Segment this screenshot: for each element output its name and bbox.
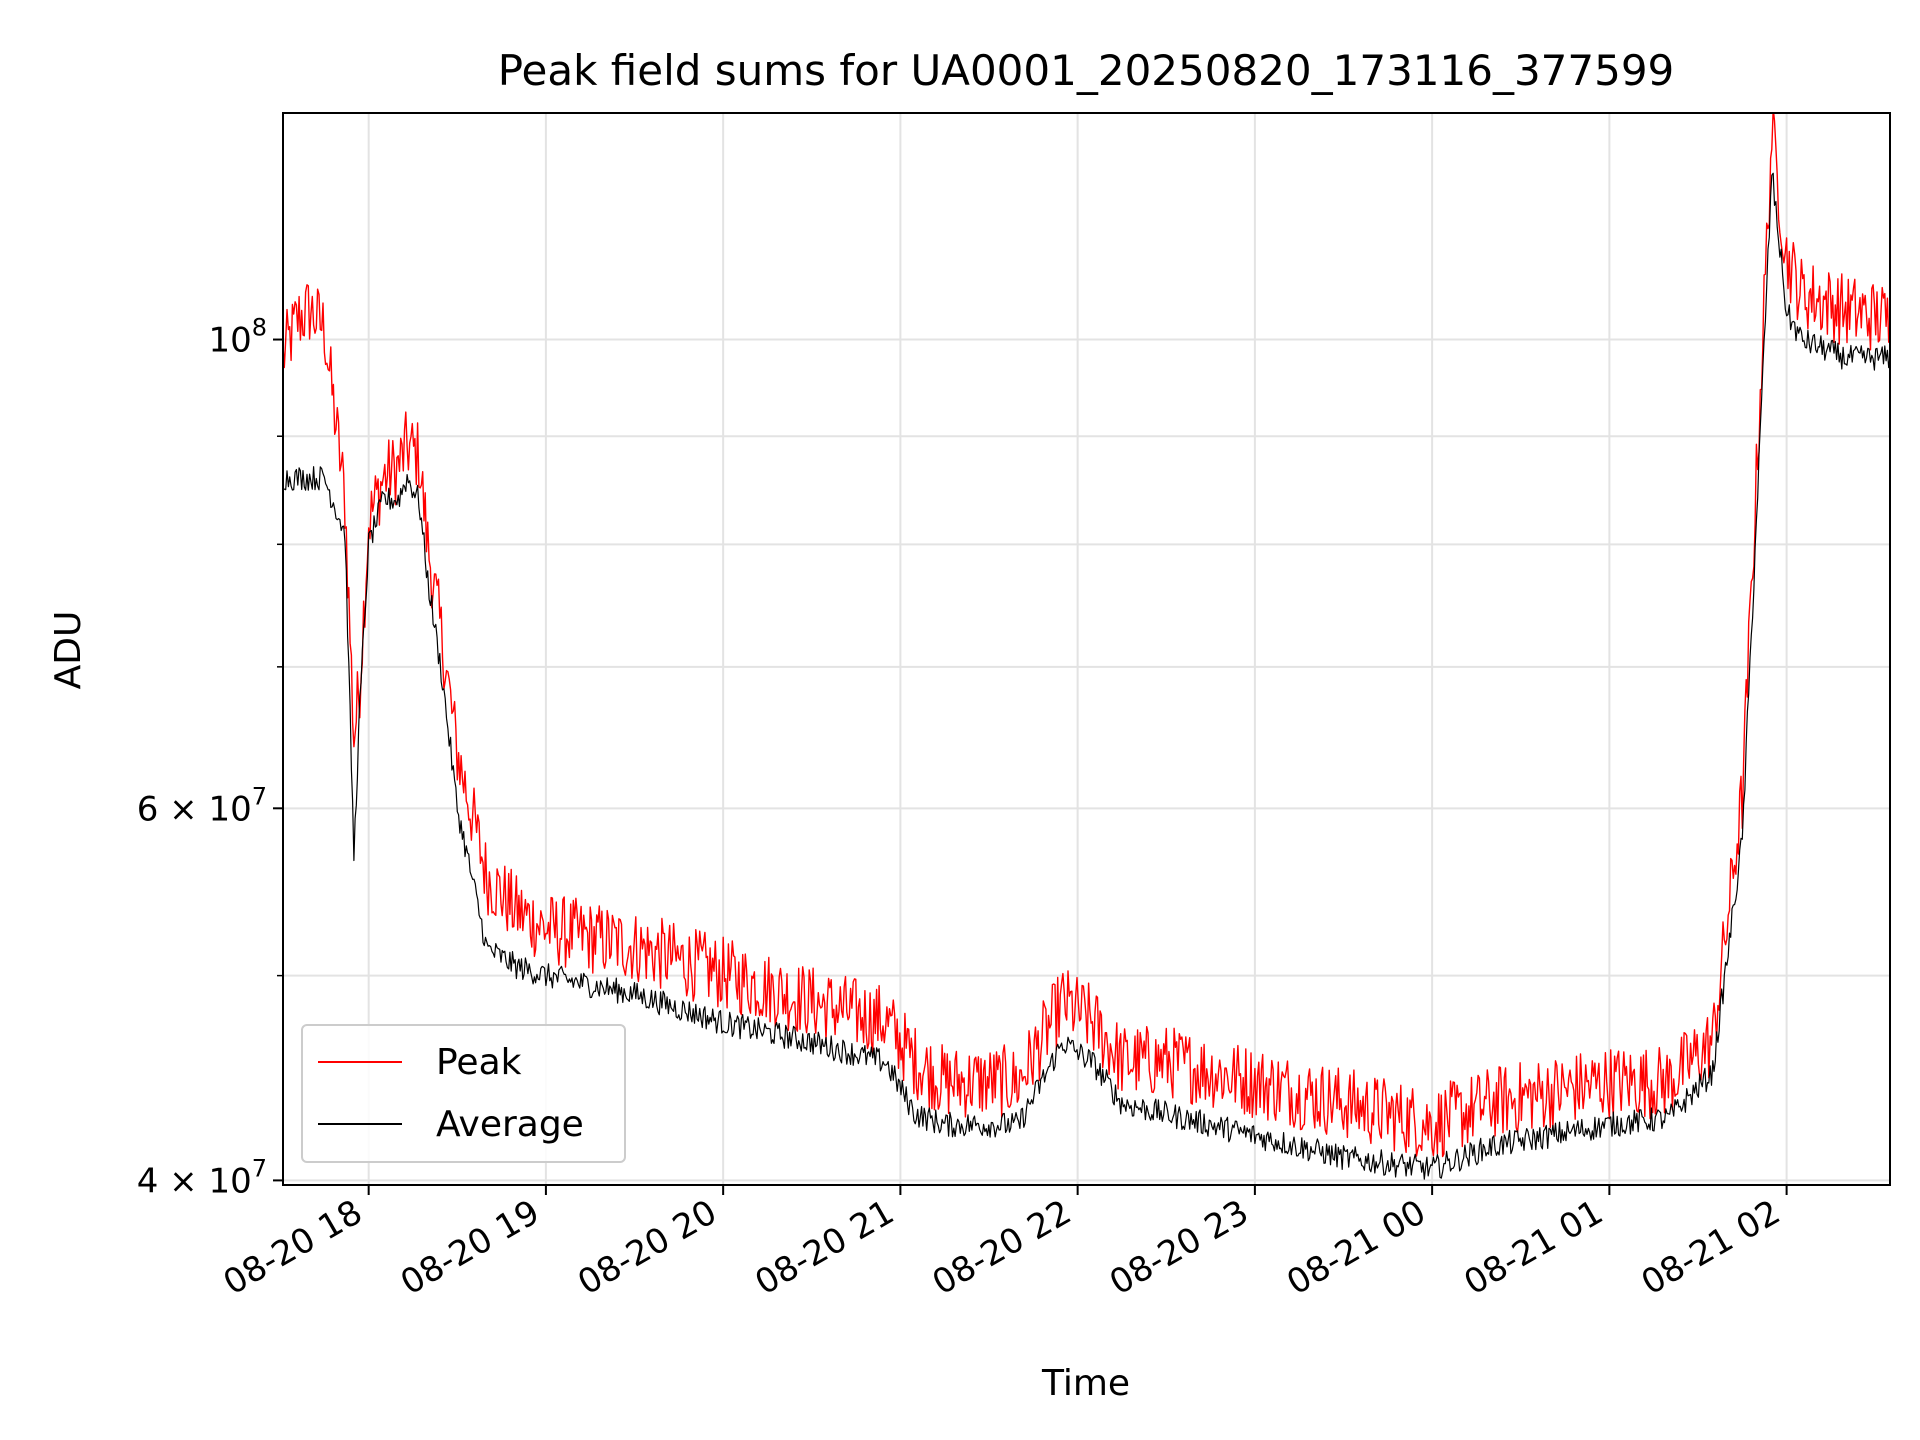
x-axis-label: Time — [1041, 1363, 1130, 1404]
series-line-peak — [283, 113, 1890, 1158]
y-tick-label: 108 — [208, 314, 267, 361]
series-line-average — [283, 172, 1890, 1180]
legend: Peak Average — [301, 1024, 626, 1163]
grid-lines — [283, 113, 1890, 1185]
y-axis-ticks: 4 × 107 6 × 107 108 — [137, 314, 283, 1201]
series-layer — [283, 113, 1890, 1180]
y-axis-label: ADU — [48, 611, 89, 690]
chart-title: Peak field sums for UA0001_20250820_1731… — [498, 46, 1675, 95]
y-tick-label: 4 × 107 — [137, 1154, 267, 1201]
y-tick-label: 6 × 107 — [137, 782, 267, 829]
legend-label-average: Average — [436, 1104, 584, 1145]
legend-label-peak: Peak — [436, 1042, 522, 1083]
legend-box — [301, 1024, 626, 1163]
plot-frame — [282, 112, 1891, 1186]
